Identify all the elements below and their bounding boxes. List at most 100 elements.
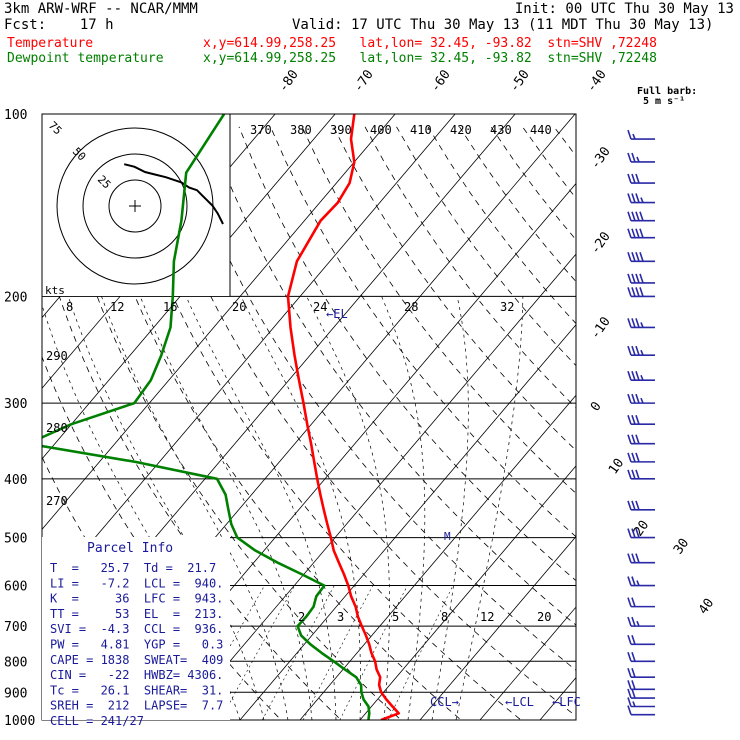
- isotherm-label: -70: [351, 67, 377, 95]
- moist-adiabat: [431, 296, 469, 720]
- dry-adiabat: [585, 127, 740, 733]
- parcel-info-row: LI = -7.2 LCL = 940.: [50, 576, 223, 590]
- pressure-tick-label: 400: [4, 473, 27, 488]
- hodo-speed-label: 20: [232, 300, 246, 314]
- theta-e-label: 390: [330, 123, 352, 137]
- isotherm-label: -20: [588, 229, 614, 257]
- moist-adiabat: [381, 296, 426, 720]
- theta-label: 270: [46, 494, 68, 508]
- mixing-ratio-line: [339, 585, 408, 720]
- pressure-tick-label: 200: [4, 290, 27, 305]
- mixing-ratio-line: [220, 585, 295, 720]
- parcel-info-row: T = 25.7 Td = 21.7: [50, 561, 216, 575]
- isotherm-line: [359, 465, 576, 720]
- wind-barb: [627, 576, 655, 587]
- el-marker: ←EL: [326, 307, 348, 321]
- wind-barb: [627, 528, 655, 539]
- hodo-speed-label: 16: [163, 300, 177, 314]
- dry-adiabat: [427, 126, 576, 325]
- dry-adiabat: [207, 126, 576, 626]
- isotherm-label: -60: [428, 67, 454, 95]
- isotherm-label: -40: [584, 67, 610, 95]
- mixing-ratio-line: [262, 585, 335, 720]
- wind-barb: [627, 414, 655, 426]
- mixing-ratio-label: 12: [480, 610, 494, 624]
- isotherm-label: -30: [588, 144, 614, 172]
- dry-adiabat: [270, 126, 576, 538]
- wind-barb: [627, 228, 655, 239]
- dewpoint-location: x,y=614.99,258.25 lat,lon= 32.45, -93.82…: [203, 51, 657, 66]
- wind-barb: [627, 370, 655, 382]
- pressure-axis: 100 200 300 400 500 600 700 800 900 1000: [4, 108, 577, 729]
- wind-barbs: [627, 129, 655, 716]
- wind-barb: [627, 193, 655, 204]
- hodograph-area: [42, 114, 230, 296]
- lcl-marker: ←LCL: [505, 695, 534, 709]
- pressure-tick-label: 800: [4, 655, 27, 670]
- wind-barb: [627, 667, 655, 679]
- parcel-info-row: K = 36 LFC = 943.: [50, 592, 223, 606]
- mixing-ratio-label: 20: [537, 610, 551, 624]
- wind-barb: [627, 652, 655, 663]
- wind-barb: [627, 318, 655, 329]
- dewpoint-profile: [42, 114, 371, 720]
- dry-adiabat: [49, 126, 402, 720]
- parcel-info-panel: Parcel Info T = 25.7 Td = 21.7LI = -7.2 …: [42, 537, 230, 728]
- theta-e-label: 410: [410, 123, 432, 137]
- sounding-profiles: [42, 114, 400, 720]
- pressure-tick-label: 600: [4, 580, 27, 595]
- parcel-info-row: Tc = 26.1 SHEAR= 31.: [50, 683, 223, 697]
- hodo-speed-label: 12: [110, 300, 124, 314]
- theta-e-label: 420: [450, 123, 472, 137]
- wind-barb: [627, 500, 655, 511]
- temperature-legend-label: Temperature: [7, 36, 94, 51]
- wind-barb: [627, 680, 655, 691]
- dry-adiabat: [459, 126, 576, 283]
- parcel-info-row: CELL = 241/27: [50, 714, 144, 728]
- hodograph-ring: [82, 153, 188, 259]
- mixing-ratio-label: 5: [392, 610, 399, 624]
- moist-adiabat: [139, 296, 313, 720]
- dewpoint-legend-label: Dewpoint temperature: [7, 51, 164, 66]
- mixing-ratio-label: 2: [298, 610, 305, 624]
- parcel-info-row: SVI = -4.3 CCL = 936.: [50, 622, 223, 636]
- temperature-profile: [286, 114, 400, 720]
- wind-barb: [627, 393, 655, 404]
- wind-barb: [627, 697, 655, 708]
- wind-barb: [627, 173, 655, 184]
- isotherm-line: [539, 677, 576, 720]
- isotherm-line: [419, 535, 576, 720]
- isotherm-line: [42, 114, 456, 601]
- wind-barb: [627, 597, 655, 608]
- pressure-tick-label: 900: [4, 686, 27, 701]
- isotherm-label: -10: [588, 314, 614, 342]
- model-title: 3km ARW-WRF -- NCAR/MMM: [4, 1, 198, 17]
- dry-adiabat: [553, 126, 576, 157]
- hodograph-ring: [108, 179, 162, 233]
- valid-time: Valid: 17 UTC Thu 30 May 13 (11 MDT Thu …: [292, 17, 714, 33]
- isotherm-label: 20: [631, 518, 652, 539]
- wind-barb: [627, 705, 655, 716]
- wind-barb: [627, 345, 655, 356]
- hodograph-trace: [123, 163, 224, 225]
- wind-barb: [627, 129, 655, 140]
- wind-barb: [627, 616, 655, 627]
- dry-adiabat: [112, 126, 522, 720]
- wind-barb: [627, 252, 655, 263]
- wind-barb: [627, 635, 655, 646]
- isotherm-line: [42, 114, 396, 531]
- moist-adiabat: [185, 296, 337, 720]
- hodo-speed-label: 24: [313, 300, 327, 314]
- pressure-tick-label: 100: [4, 108, 27, 123]
- isotherm-line: [299, 394, 576, 720]
- parcel-info-row: CAPE = 1838 SWEAT= 409: [50, 653, 223, 667]
- m-marker: M: [444, 530, 451, 543]
- wind-barb: [627, 152, 655, 163]
- theta-e-label: 400: [370, 123, 392, 137]
- dry-adiabat: [333, 126, 576, 451]
- wind-barb: [627, 211, 655, 222]
- wind-barb: [627, 287, 655, 298]
- hodo-speed-label: 32: [500, 300, 514, 314]
